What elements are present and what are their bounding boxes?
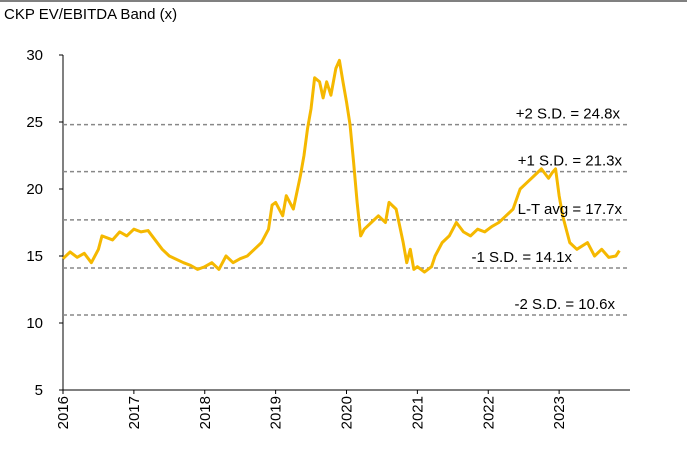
x-tick-label: 2023 — [551, 396, 568, 429]
chart-title: CKP EV/EBITDA Band (x) — [4, 6, 177, 23]
x-tick-label: 2020 — [339, 396, 356, 429]
x-tick-label: 2022 — [480, 396, 497, 429]
y-tick-label: 20 — [26, 181, 43, 198]
band-label: +1 S.D. = 21.3x — [518, 153, 623, 170]
y-tick-label: 30 — [26, 47, 43, 64]
band-label: +2 S.D. = 24.8x — [516, 106, 621, 123]
y-tick-label: 25 — [26, 114, 43, 131]
y-tick-label: 10 — [26, 315, 43, 332]
y-tick-label: 15 — [26, 248, 43, 265]
x-tick-label: 2019 — [268, 396, 285, 429]
data-line — [61, 58, 621, 274]
y-tick-label: 5 — [35, 382, 43, 399]
x-tick-label: 2016 — [55, 396, 72, 429]
band-label: -2 S.D. = 10.6x — [515, 296, 616, 313]
x-tick-label: 2018 — [197, 396, 214, 429]
band-label: -1 S.D. = 14.1x — [472, 249, 573, 266]
x-tick-label: 2017 — [126, 396, 143, 429]
x-tick-label: 2021 — [409, 396, 426, 429]
band-label: L-T avg = 17.7x — [518, 201, 623, 218]
